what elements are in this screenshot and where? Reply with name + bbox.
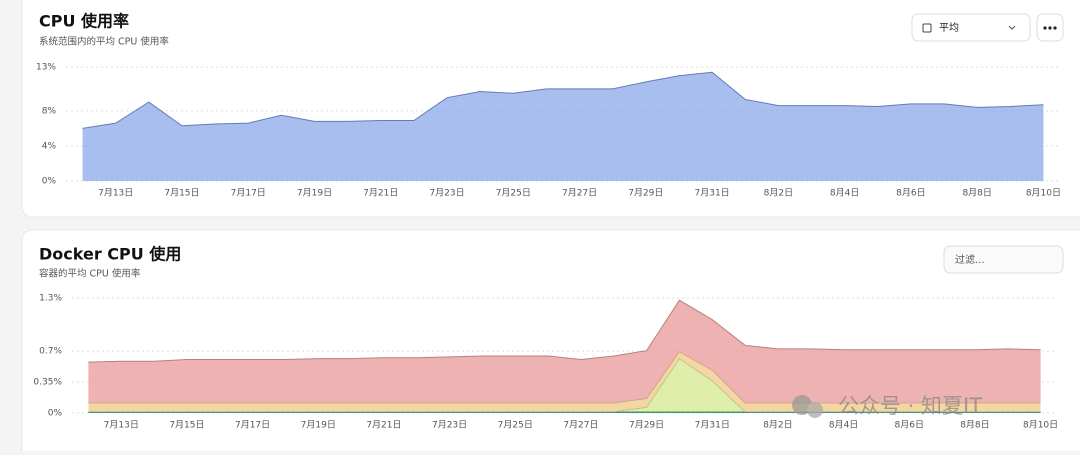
x-tick-label: 8月8日 (960, 420, 989, 431)
x-tick-label: 8月2日 (763, 420, 792, 431)
y-tick-label: 13% (36, 63, 56, 73)
x-tick-label: 7月19日 (301, 420, 336, 431)
x-tick-label: 7月23日 (429, 188, 464, 199)
more-button[interactable] (1037, 14, 1063, 41)
select-value[interactable]: 平均 (939, 22, 959, 34)
x-tick-label: 8月2日 (764, 188, 793, 199)
x-tick-label: 7月21日 (363, 188, 398, 199)
x-tick-label: 7月27日 (562, 188, 597, 199)
card-title: CPU 使用率 (39, 12, 129, 31)
x-tick-label: 7月29日 (629, 420, 664, 431)
x-tick-label: 8月6日 (896, 188, 925, 199)
x-tick-label: 7月13日 (104, 420, 139, 431)
dot (1048, 26, 1051, 29)
x-tick-label: 7月15日 (169, 420, 204, 431)
x-tick-label: 7月13日 (98, 188, 133, 199)
select-box[interactable] (912, 14, 1030, 41)
x-tick-label: 7月27日 (563, 420, 598, 431)
x-tick-label: 7月23日 (432, 420, 467, 431)
y-tick-label: 8% (42, 106, 57, 116)
x-tick-label: 8月8日 (962, 188, 991, 199)
card-subtitle: 容器的平均 CPU 使用率 (39, 268, 141, 280)
x-tick-label: 7月31日 (695, 188, 730, 199)
card-title: Docker CPU 使用 (39, 245, 181, 264)
y-tick-label: 0.7% (39, 347, 62, 357)
input-placeholder[interactable]: 过滤... (955, 253, 985, 266)
y-tick-label: 1.3% (39, 294, 62, 304)
x-tick-label: 8月4日 (830, 188, 859, 199)
x-tick-label: 8月4日 (829, 420, 858, 431)
x-tick-label: 7月15日 (164, 188, 199, 199)
x-tick-label: 8月10日 (1026, 188, 1061, 199)
aggregate-select[interactable]: 平均 (912, 14, 1030, 41)
x-tick-label: 7月29日 (628, 188, 663, 199)
x-tick-label: 8月6日 (895, 420, 924, 431)
card-subtitle: 系统范围内的平均 CPU 使用率 (39, 36, 169, 48)
watermark-text: 公众号 · 知夏IT (838, 394, 982, 418)
filter-input[interactable]: 过滤... (944, 246, 1063, 273)
x-tick-label: 7月21日 (366, 420, 401, 431)
x-tick-label: 7月31日 (695, 420, 730, 431)
x-tick-label: 7月17日 (231, 188, 266, 199)
watermark-icon (807, 402, 823, 418)
x-tick-label: 8月10日 (1023, 420, 1058, 431)
y-tick-label: 0% (42, 177, 57, 187)
y-tick-label: 0% (48, 409, 63, 419)
x-tick-label: 7月25日 (496, 188, 531, 199)
x-tick-label: 7月17日 (235, 420, 270, 431)
dot (1043, 26, 1046, 29)
y-tick-label: 4% (42, 141, 57, 151)
x-tick-label: 7月19日 (297, 188, 332, 199)
dot (1053, 26, 1056, 29)
y-tick-label: 0.35% (33, 378, 62, 388)
x-tick-label: 7月25日 (498, 420, 533, 431)
